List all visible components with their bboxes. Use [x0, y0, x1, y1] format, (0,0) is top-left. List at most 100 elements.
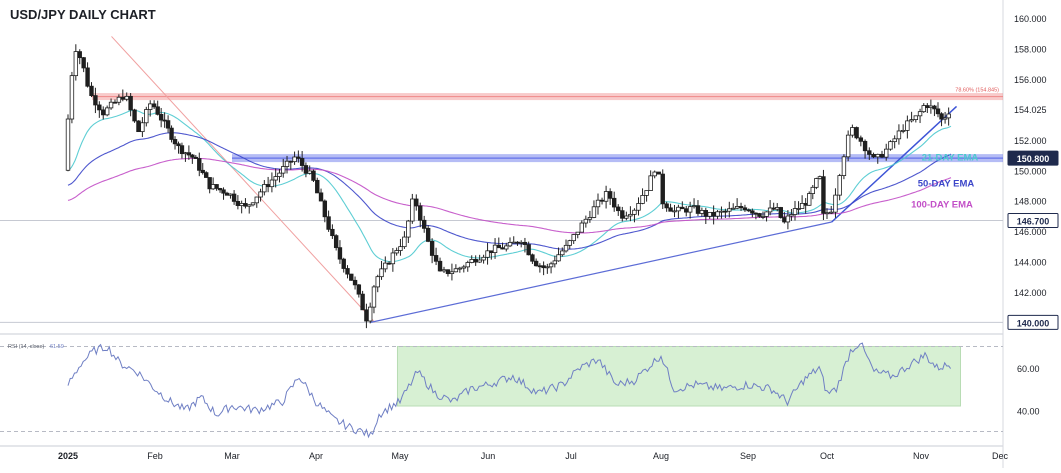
candle-bull — [239, 203, 244, 206]
candle-bear — [81, 57, 86, 69]
candle-bull — [383, 262, 388, 270]
candle-bull — [833, 194, 838, 213]
candle-bear — [607, 191, 613, 199]
time-tick-6: Jul — [565, 451, 577, 461]
ema-line-2 — [67, 132, 952, 250]
candle-bear — [186, 152, 192, 156]
candle-bull — [567, 240, 572, 246]
candle-bull — [371, 286, 377, 308]
ema-line-3 — [67, 157, 952, 234]
trendlines — [111, 36, 958, 323]
candle-bear — [315, 179, 320, 194]
candle-bear — [364, 309, 369, 322]
candle-bear — [925, 105, 930, 109]
candle-bear — [778, 207, 783, 218]
candle-bear — [311, 170, 316, 181]
candle-bear — [204, 172, 209, 178]
price-tick-9: 142.000 — [1014, 288, 1047, 298]
candle-bear — [112, 101, 118, 104]
level-tag-0: 150.800 — [1017, 154, 1050, 164]
candle-bear — [935, 108, 941, 115]
candle-bear — [231, 193, 237, 202]
ema-line-1 — [67, 109, 952, 263]
candle-bear — [537, 265, 543, 268]
candle-bull — [465, 262, 470, 268]
candle-bull — [519, 241, 524, 244]
candle-bear — [526, 244, 531, 256]
candle-bull — [461, 266, 466, 269]
candle-bear — [299, 158, 305, 166]
candle-bull — [116, 96, 122, 103]
candle-bear — [172, 139, 178, 145]
time-tick-5: Jun — [481, 451, 496, 461]
candle-bear — [695, 205, 701, 214]
candle-bull — [796, 208, 801, 210]
candle-bull — [140, 122, 145, 133]
candle-bear — [128, 95, 133, 111]
candle-bull — [905, 120, 910, 131]
candle-bear — [757, 213, 762, 217]
candle-bear — [711, 211, 716, 217]
candle-bull — [814, 178, 819, 188]
candle-bear — [803, 202, 808, 206]
candle-bear — [437, 260, 443, 272]
candle-bull — [104, 107, 110, 116]
candle-bear — [656, 171, 661, 175]
candle-bull — [273, 176, 278, 181]
candle-bull — [719, 210, 724, 213]
candle-bear — [243, 203, 248, 207]
candle-bear — [77, 51, 82, 59]
candle-bull — [817, 176, 823, 179]
candle-bull — [921, 105, 926, 113]
candle-bear — [418, 205, 423, 221]
candle-bear — [496, 244, 501, 249]
candle-bull — [731, 207, 736, 210]
level-tag-box-1 — [1007, 212, 1059, 228]
candle-bull — [909, 119, 914, 122]
ema-label-2: 50-DAY EMA — [918, 178, 975, 189]
candle-bull — [699, 210, 705, 214]
candle-bull — [545, 266, 550, 269]
candle-bull — [691, 205, 697, 208]
time-tick-4: May — [391, 451, 409, 461]
candle-bull — [367, 306, 373, 322]
candle-bear — [224, 192, 230, 196]
candle-bear — [214, 184, 219, 189]
candle-bear — [425, 227, 431, 242]
candle-bear — [599, 199, 605, 202]
price-tick-4: 152.000 — [1014, 136, 1047, 146]
candle-bear — [132, 109, 137, 122]
candle-bull — [775, 207, 780, 210]
candle-bear — [352, 279, 358, 286]
candle-bull — [402, 236, 407, 248]
candle-bull — [394, 250, 399, 254]
candle-bear — [723, 210, 728, 213]
candle-bear — [858, 137, 864, 142]
candle-bear — [303, 165, 309, 174]
candle-bull — [792, 208, 798, 215]
candle-bull — [884, 148, 889, 158]
candle-bull — [571, 234, 576, 242]
candle-bull — [281, 166, 286, 174]
candle-bear — [703, 210, 709, 217]
candle-bull — [785, 215, 791, 223]
candle-bull — [575, 231, 580, 235]
candle-bear — [345, 268, 350, 275]
candle-bear — [500, 247, 505, 250]
candle-bear — [433, 255, 439, 262]
candle-bear — [489, 250, 494, 253]
candle-bull — [764, 211, 769, 217]
candle-bear — [680, 206, 685, 210]
candle-bull — [148, 103, 153, 110]
candle-bull — [477, 259, 482, 263]
time-tick-8: Sep — [740, 451, 756, 461]
candle-bear — [333, 235, 339, 249]
candle-bull — [441, 269, 447, 272]
candle-bear — [854, 127, 859, 139]
candle-bull — [492, 244, 498, 253]
candle-bear — [522, 241, 528, 245]
candle-bull — [183, 152, 188, 155]
chart-labels: USD/JPY DAILY CHART 21-DAY EMA 50-DAY EMA 1… — [10, 7, 999, 211]
